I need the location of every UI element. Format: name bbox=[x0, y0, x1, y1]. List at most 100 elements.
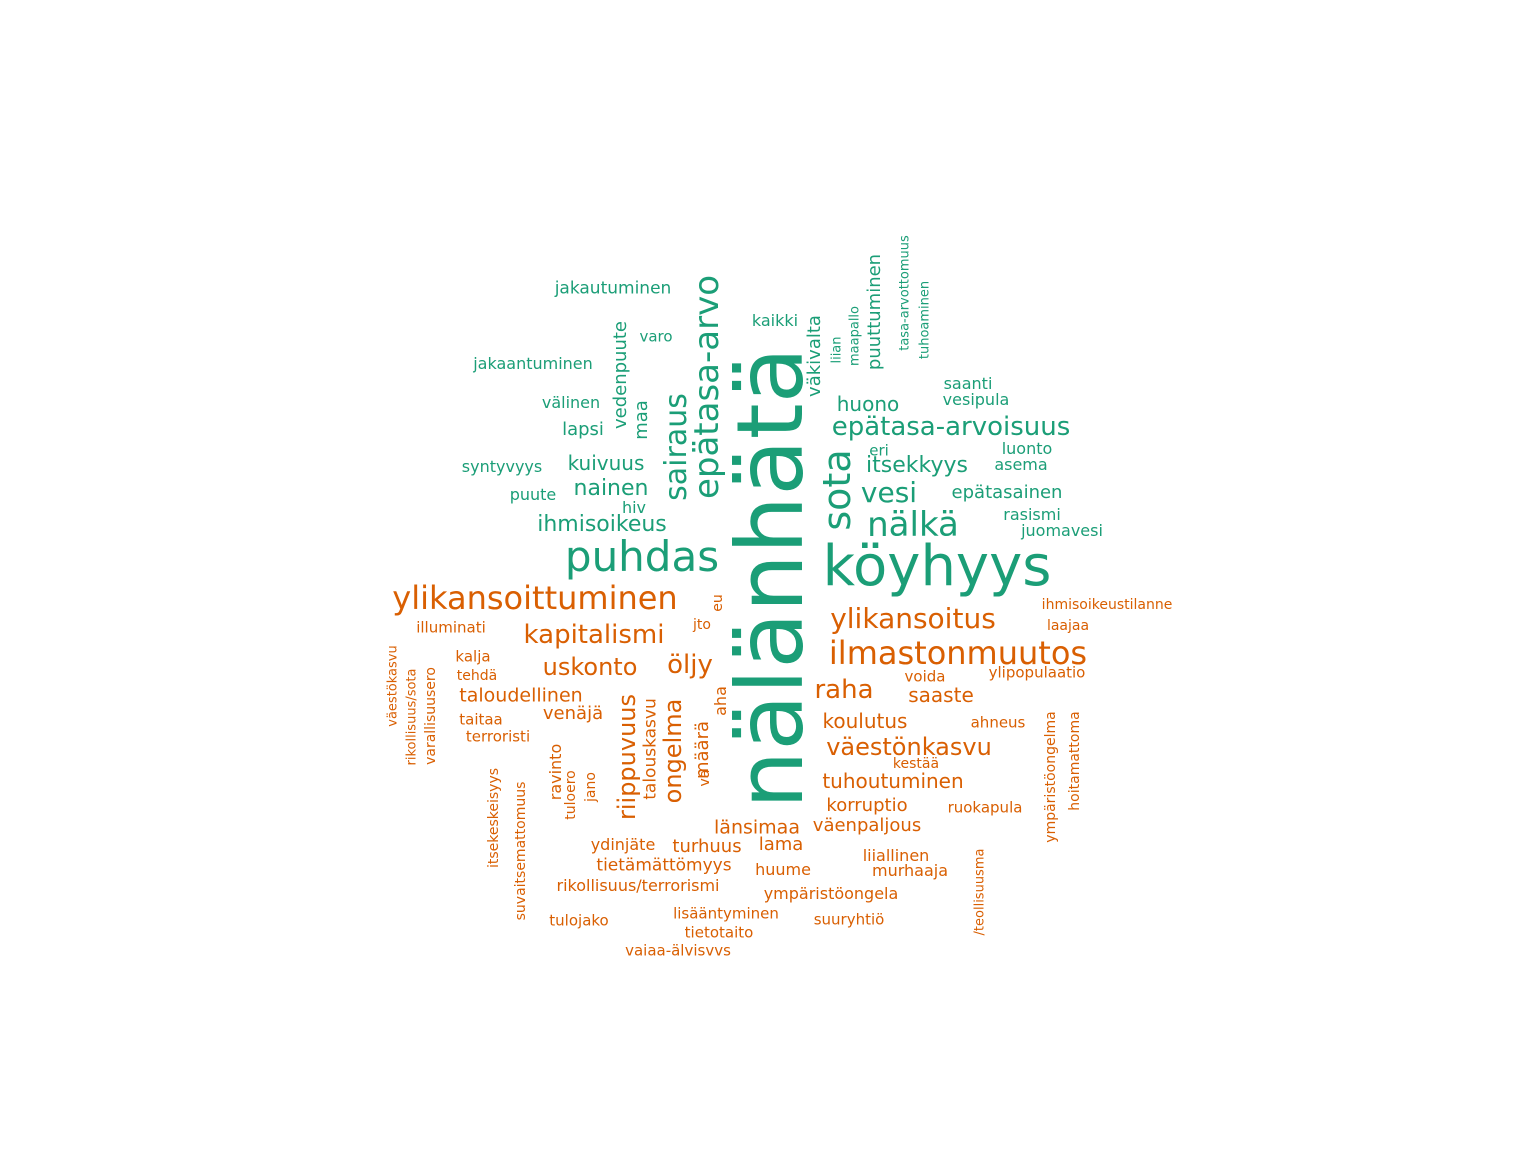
cloud-word: nälkä bbox=[867, 505, 959, 545]
cloud-word: ydinjäte bbox=[590, 835, 656, 854]
cloud-word: laajaa bbox=[1046, 618, 1090, 634]
cloud-word: nainen bbox=[573, 476, 649, 501]
cloud-word: jakautuminen bbox=[554, 278, 672, 299]
cloud-word: terroristi bbox=[465, 727, 531, 746]
cloud-word: ylikansoitus bbox=[830, 602, 996, 635]
cloud-word: aha bbox=[711, 686, 730, 716]
cloud-word: saanti bbox=[943, 374, 993, 393]
cloud-word: luonto bbox=[1001, 439, 1053, 458]
cloud-word: asema bbox=[994, 455, 1048, 474]
cloud-word: /teollisuusma bbox=[972, 848, 988, 936]
cloud-word: lapsi bbox=[562, 419, 604, 440]
cloud-word: huume bbox=[755, 860, 811, 879]
cloud-word: väestökasvu bbox=[385, 645, 401, 727]
cloud-word: ihmisoikeus bbox=[537, 512, 667, 537]
cloud-word: kuivuus bbox=[567, 451, 645, 475]
cloud-word: varo bbox=[639, 327, 673, 346]
cloud-word: ahneus bbox=[970, 713, 1026, 732]
cloud-word: va bbox=[697, 769, 713, 787]
cloud-word: korruptio bbox=[826, 795, 908, 816]
cloud-word: uskonto bbox=[542, 653, 638, 681]
cloud-word: epätasa-arvoisuus bbox=[831, 412, 1071, 442]
cloud-word: venäjä bbox=[542, 703, 604, 724]
cloud-word: epätasainen bbox=[951, 482, 1063, 503]
cloud-word: saaste bbox=[908, 683, 974, 707]
cloud-word: varallisuusero bbox=[423, 667, 439, 765]
cloud-word: vedenpuute bbox=[610, 320, 631, 430]
cloud-word: itsekkyys bbox=[866, 453, 968, 478]
cloud-word: lisääntyminen bbox=[673, 904, 779, 923]
cloud-word: vesi bbox=[860, 476, 918, 509]
cloud-word: tehdä bbox=[456, 668, 498, 684]
cloud-word: suuryhtiö bbox=[813, 910, 885, 929]
cloud-word: kestää bbox=[892, 756, 940, 772]
cloud-word: kalja bbox=[455, 647, 491, 666]
cloud-word: ympäristöongela bbox=[763, 884, 899, 903]
cloud-word: tulojako bbox=[549, 911, 609, 930]
cloud-word: ravinto bbox=[546, 743, 565, 801]
cloud-word: voida bbox=[904, 667, 946, 686]
cloud-word: ihmisoikeustilanne bbox=[1041, 597, 1173, 613]
cloud-word: lama bbox=[758, 834, 804, 855]
cloud-word: juomavesi bbox=[1021, 521, 1103, 540]
cloud-word: eri bbox=[869, 441, 889, 460]
cloud-word: rikollisuus/sota bbox=[404, 668, 420, 766]
cloud-word: talouskasvu bbox=[640, 698, 661, 800]
cloud-word: illuminati bbox=[416, 618, 486, 637]
cloud-word: kapitalismi bbox=[523, 620, 665, 650]
cloud-word: raha bbox=[814, 675, 874, 705]
cloud-word: puute bbox=[509, 485, 557, 504]
cloud-word: kaikki bbox=[751, 311, 799, 330]
cloud-word: sota bbox=[815, 449, 859, 531]
cloud-word: syntyvyys bbox=[461, 457, 543, 476]
cloud-word: tuloero bbox=[563, 770, 579, 820]
cloud-word: öljy bbox=[667, 650, 713, 680]
cloud-word: ruokapula bbox=[947, 798, 1023, 817]
cloud-word: liiallinen bbox=[862, 846, 930, 865]
cloud-word: vesipula bbox=[942, 390, 1010, 409]
cloud-word: maapallo bbox=[847, 306, 863, 366]
cloud-word: ympäristöongelma bbox=[1043, 711, 1059, 843]
cloud-word: tietotaito bbox=[684, 923, 754, 942]
cloud-word: epätasa-arvo bbox=[687, 274, 727, 500]
cloud-word: tasa-arvottomuus bbox=[897, 235, 913, 351]
cloud-word: väenpaljous bbox=[812, 815, 922, 836]
cloud-word: ongelma bbox=[659, 698, 687, 804]
cloud-word: tietämättömyys bbox=[596, 855, 732, 876]
cloud-word: suvaitsemattomuus bbox=[513, 781, 529, 921]
cloud-word: taitaa bbox=[459, 710, 503, 729]
cloud-word: jano bbox=[583, 772, 599, 802]
cloud-word: tuhoutuminen bbox=[822, 769, 964, 793]
cloud-word: sairaus bbox=[659, 393, 694, 501]
cloud-word: jakaantuminen bbox=[473, 354, 593, 373]
cloud-word: taloudellinen bbox=[459, 684, 583, 707]
cloud-word: nälänhätä bbox=[717, 346, 824, 810]
cloud-word: vaiaa-älvisvvs bbox=[625, 941, 731, 960]
cloud-word: jto bbox=[693, 617, 711, 633]
cloud-word: puuttuminen bbox=[864, 253, 885, 371]
cloud-word: koulutus bbox=[822, 709, 908, 733]
cloud-word: köyhyys bbox=[822, 534, 1052, 599]
cloud-word: ilmastonmuutos bbox=[828, 634, 1088, 672]
cloud-word: väestönkasvu bbox=[826, 733, 992, 761]
cloud-word: välinen bbox=[541, 393, 601, 412]
cloud-word: huono bbox=[836, 392, 900, 416]
cloud-word: itsekeskeisyys bbox=[486, 767, 502, 869]
cloud-word: puhdas bbox=[564, 532, 720, 581]
cloud-word: rasismi bbox=[1003, 505, 1061, 524]
cloud-word: ylipopulaatio bbox=[988, 663, 1086, 682]
cloud-word: riippuvuus bbox=[613, 693, 641, 821]
cloud-word: murhaaja bbox=[871, 861, 949, 880]
cloud-word: väkivalta bbox=[804, 315, 825, 397]
cloud-word: ylikansoittuminen bbox=[392, 579, 678, 617]
cloud-word: maa bbox=[631, 400, 652, 440]
cloud-word: turhuus bbox=[672, 836, 742, 857]
cloud-word: eu bbox=[710, 594, 726, 612]
cloud-word: rikollisuus/terrorismi bbox=[556, 876, 720, 895]
cloud-word: tuhoaminen bbox=[917, 280, 933, 360]
cloud-word: hoitamattoma bbox=[1067, 711, 1083, 811]
cloud-word: länsimaa bbox=[714, 816, 800, 839]
cloud-word: hiv bbox=[621, 498, 647, 517]
cloud-word: liian bbox=[829, 336, 845, 364]
